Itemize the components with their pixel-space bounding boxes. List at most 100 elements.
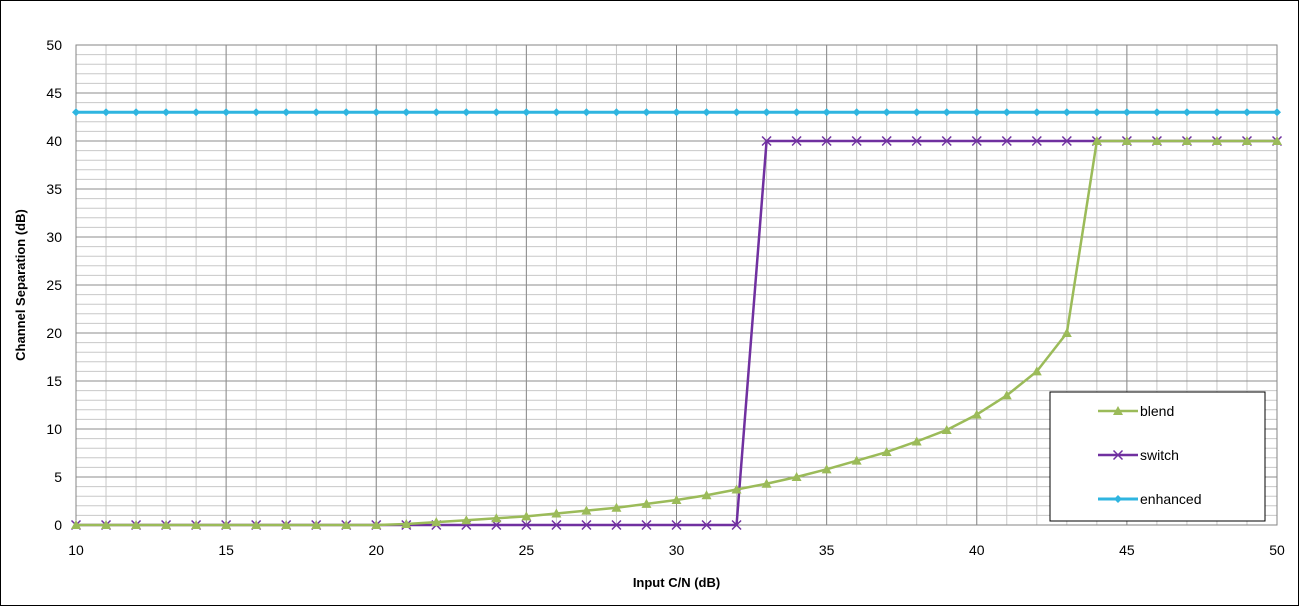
enhanced-point (1212, 108, 1221, 117)
series-layer (70, 108, 1283, 531)
blend-point (701, 490, 712, 500)
series-blend (71, 136, 1282, 529)
x-tick-label: 10 (68, 542, 84, 558)
x-tick-label: 20 (368, 542, 384, 558)
y-tick-label: 20 (46, 325, 62, 341)
y-tick-label: 10 (46, 421, 62, 437)
blend-point (341, 520, 352, 529)
y-tick-label: 30 (46, 229, 62, 245)
enhanced-point (1092, 108, 1101, 117)
enhanced-point (1122, 108, 1131, 117)
y-tick-label: 15 (46, 373, 62, 389)
blend-point (1001, 390, 1012, 400)
enhanced-point (72, 108, 80, 117)
blend-point (191, 520, 202, 529)
enhanced-point (432, 108, 441, 117)
enhanced-point (402, 108, 411, 117)
switch-point (851, 135, 862, 147)
blend-point (101, 520, 112, 529)
enhanced-point (822, 108, 831, 117)
blend-point (491, 513, 502, 523)
enhanced-point (972, 108, 981, 117)
switch-point (1061, 135, 1072, 147)
switch-point (1001, 135, 1012, 147)
legend-entry-enhanced: enhanced (1098, 491, 1202, 507)
legend-box (1049, 391, 1266, 522)
switch-point (701, 519, 712, 531)
legend-swatch-marker (1114, 495, 1122, 503)
legend-label: blend (1140, 403, 1174, 419)
switch-point (581, 519, 592, 531)
y-axis-tick-labels: 0 5 10 15 20 25 30 35 40 45 50 (46, 37, 62, 533)
enhanced-point (192, 108, 201, 117)
blend-point (1151, 136, 1162, 145)
blend-point (731, 484, 742, 494)
y-tick-label: 0 (54, 517, 62, 533)
blend-point (1061, 328, 1072, 337)
blend-point (581, 505, 592, 515)
blend-point (791, 472, 802, 481)
blend-point (131, 520, 142, 529)
switch-point (671, 519, 682, 531)
enhanced-point (1273, 108, 1281, 117)
legend: blend switch enhanced (1049, 391, 1266, 522)
enhanced-point (462, 108, 471, 117)
legend-label: switch (1140, 447, 1179, 463)
switch-point (911, 135, 922, 147)
blend-point (71, 520, 81, 529)
blend-point (521, 511, 532, 521)
switch-point (641, 519, 652, 531)
enhanced-point (492, 108, 501, 117)
enhanced-point (1062, 108, 1071, 117)
blend-point (821, 464, 832, 474)
blend-point (941, 424, 952, 434)
switch-point (941, 135, 952, 147)
switch-point (1031, 135, 1042, 147)
x-axis-title: Input C/N (dB) (633, 575, 720, 590)
blend-point (971, 409, 982, 419)
enhanced-point (522, 108, 531, 117)
enhanced-point (852, 108, 861, 117)
blend-point (1031, 366, 1042, 376)
x-tick-label: 15 (218, 542, 234, 558)
legend-entry-blend: blend (1098, 403, 1174, 419)
switch-point (551, 519, 562, 531)
blend-point (311, 520, 322, 529)
enhanced-point (282, 108, 291, 117)
blend-point (911, 436, 922, 446)
enhanced-point (252, 108, 261, 117)
x-tick-label: 25 (519, 542, 535, 558)
blend-point (641, 498, 652, 508)
y-axis-title: Channel Separation (dB) (13, 209, 28, 361)
enhanced-point (942, 108, 951, 117)
y-tick-label: 5 (54, 469, 62, 485)
legend-label: enhanced (1140, 491, 1202, 507)
enhanced-point (162, 108, 171, 117)
x-tick-label: 30 (669, 542, 685, 558)
y-tick-label: 25 (46, 277, 62, 293)
blend-point (431, 517, 442, 527)
enhanced-point (1002, 108, 1011, 117)
enhanced-point (792, 108, 801, 117)
blend-point (761, 478, 772, 488)
y-tick-label: 40 (46, 133, 62, 149)
enhanced-point (762, 108, 771, 117)
enhanced-point (312, 108, 321, 117)
enhanced-point (642, 108, 651, 117)
blend-point (161, 520, 172, 529)
blend-point (611, 502, 622, 512)
x-tick-label: 45 (1119, 542, 1135, 558)
enhanced-point (912, 108, 921, 117)
blend-point (1272, 136, 1282, 145)
switch-point (521, 519, 532, 531)
y-tick-label: 35 (46, 181, 62, 197)
enhanced-point (552, 108, 561, 117)
enhanced-point (882, 108, 891, 117)
switch-point (611, 519, 622, 531)
blend-point (671, 495, 682, 505)
blend-point (1091, 136, 1102, 145)
y-tick-label: 50 (46, 37, 62, 53)
enhanced-point (612, 108, 621, 117)
blend-point (281, 520, 292, 529)
